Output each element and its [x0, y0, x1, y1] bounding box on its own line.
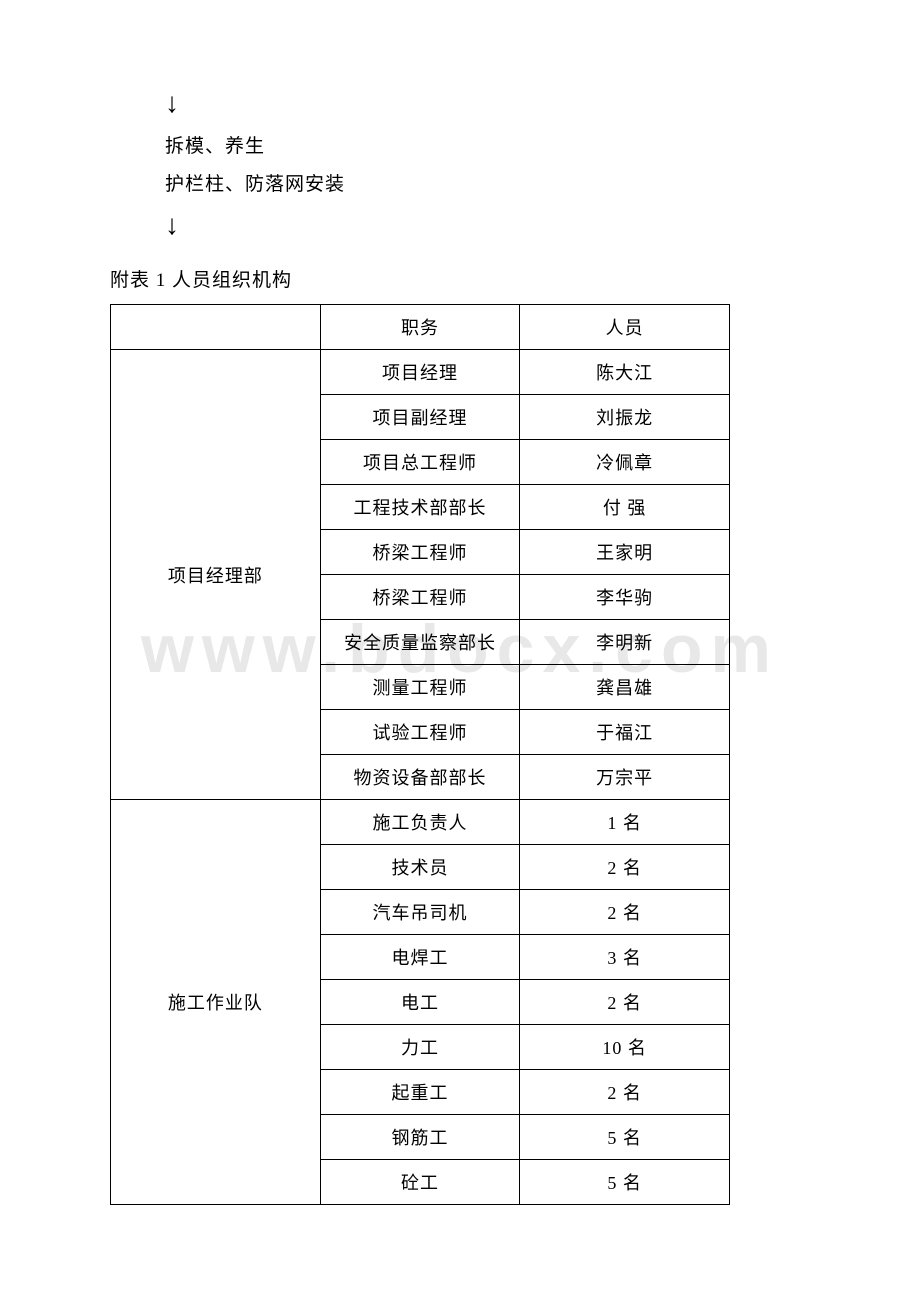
- role-cell: 测量工程师: [320, 665, 520, 710]
- table-row: 施工作业队 施工负责人 1 名: [111, 800, 730, 845]
- role-cell: 试验工程师: [320, 710, 520, 755]
- person-cell: 10 名: [520, 1025, 730, 1070]
- person-cell: 2 名: [520, 890, 730, 935]
- arrow-down-icon: ↓: [165, 90, 810, 118]
- role-cell: 项目总工程师: [320, 440, 520, 485]
- role-cell: 技术员: [320, 845, 520, 890]
- table-row: 项目经理部 项目经理 陈大江: [111, 350, 730, 395]
- person-cell: 李华驹: [520, 575, 730, 620]
- person-cell: 于福江: [520, 710, 730, 755]
- role-cell: 钢筋工: [320, 1115, 520, 1160]
- header-cell: [111, 305, 321, 350]
- person-cell: 王家明: [520, 530, 730, 575]
- arrow-down-icon: ↓: [165, 212, 810, 240]
- person-cell: 2 名: [520, 1070, 730, 1115]
- person-cell: 5 名: [520, 1115, 730, 1160]
- person-cell: 冷佩章: [520, 440, 730, 485]
- table-header-row: 职务 人员: [111, 305, 730, 350]
- person-cell: 付 强: [520, 485, 730, 530]
- role-cell: 项目经理: [320, 350, 520, 395]
- role-cell: 桥梁工程师: [320, 530, 520, 575]
- process-step: 护栏柱、防落网安装: [165, 166, 810, 204]
- role-cell: 起重工: [320, 1070, 520, 1115]
- person-cell: 李明新: [520, 620, 730, 665]
- person-cell: 刘振龙: [520, 395, 730, 440]
- group-label: 施工作业队: [111, 800, 321, 1205]
- role-cell: 工程技术部部长: [320, 485, 520, 530]
- header-cell: 人员: [520, 305, 730, 350]
- person-cell: 5 名: [520, 1160, 730, 1205]
- person-cell: 1 名: [520, 800, 730, 845]
- role-cell: 物资设备部部长: [320, 755, 520, 800]
- person-cell: 2 名: [520, 980, 730, 1025]
- role-cell: 安全质量监察部长: [320, 620, 520, 665]
- role-cell: 项目副经理: [320, 395, 520, 440]
- person-cell: 陈大江: [520, 350, 730, 395]
- person-cell: 万宗平: [520, 755, 730, 800]
- role-cell: 桥梁工程师: [320, 575, 520, 620]
- person-cell: 龚昌雄: [520, 665, 730, 710]
- role-cell: 电焊工: [320, 935, 520, 980]
- table-title: 附表 1 人员组织机构: [110, 265, 810, 292]
- group-label: 项目经理部: [111, 350, 321, 800]
- role-cell: 施工负责人: [320, 800, 520, 845]
- role-cell: 电工: [320, 980, 520, 1025]
- role-cell: 汽车吊司机: [320, 890, 520, 935]
- personnel-table: 职务 人员 项目经理部 项目经理 陈大江 项目副经理 刘振龙 项目总工程师 冷佩…: [110, 304, 730, 1205]
- role-cell: 力工: [320, 1025, 520, 1070]
- process-step: 拆模、养生: [165, 128, 810, 166]
- person-cell: 3 名: [520, 935, 730, 980]
- role-cell: 砼工: [320, 1160, 520, 1205]
- header-cell: 职务: [320, 305, 520, 350]
- person-cell: 2 名: [520, 845, 730, 890]
